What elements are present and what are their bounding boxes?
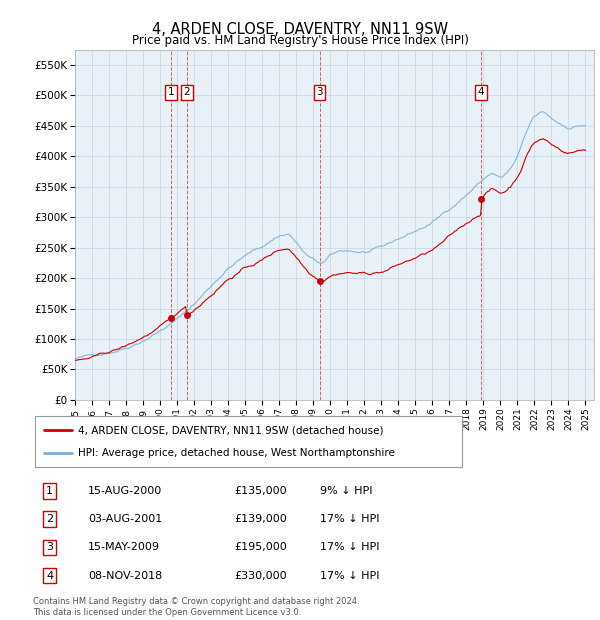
Text: 08-NOV-2018: 08-NOV-2018: [88, 570, 163, 580]
FancyBboxPatch shape: [35, 417, 462, 467]
Text: 4, ARDEN CLOSE, DAVENTRY, NN11 9SW (detached house): 4, ARDEN CLOSE, DAVENTRY, NN11 9SW (deta…: [79, 425, 384, 435]
Text: 1: 1: [46, 486, 53, 496]
Text: 17% ↓ HPI: 17% ↓ HPI: [320, 514, 380, 524]
Text: 3: 3: [316, 87, 323, 97]
Text: 9% ↓ HPI: 9% ↓ HPI: [320, 486, 373, 496]
Text: 4: 4: [478, 87, 484, 97]
Text: Price paid vs. HM Land Registry's House Price Index (HPI): Price paid vs. HM Land Registry's House …: [131, 34, 469, 47]
Text: 1: 1: [167, 87, 174, 97]
Text: 3: 3: [46, 542, 53, 552]
Text: 15-MAY-2009: 15-MAY-2009: [88, 542, 160, 552]
Text: 03-AUG-2001: 03-AUG-2001: [88, 514, 163, 524]
Text: £195,000: £195,000: [234, 542, 287, 552]
Text: Contains HM Land Registry data © Crown copyright and database right 2024.
This d: Contains HM Land Registry data © Crown c…: [33, 598, 359, 617]
Text: 17% ↓ HPI: 17% ↓ HPI: [320, 542, 380, 552]
Text: £135,000: £135,000: [234, 486, 287, 496]
Text: HPI: Average price, detached house, West Northamptonshire: HPI: Average price, detached house, West…: [79, 448, 395, 458]
Text: 4: 4: [46, 570, 53, 580]
Text: 4, ARDEN CLOSE, DAVENTRY, NN11 9SW: 4, ARDEN CLOSE, DAVENTRY, NN11 9SW: [152, 22, 448, 37]
Text: 15-AUG-2000: 15-AUG-2000: [88, 486, 163, 496]
Text: £330,000: £330,000: [234, 570, 287, 580]
Text: 17% ↓ HPI: 17% ↓ HPI: [320, 570, 380, 580]
Text: 2: 2: [184, 87, 190, 97]
Text: £139,000: £139,000: [234, 514, 287, 524]
Text: 2: 2: [46, 514, 53, 524]
